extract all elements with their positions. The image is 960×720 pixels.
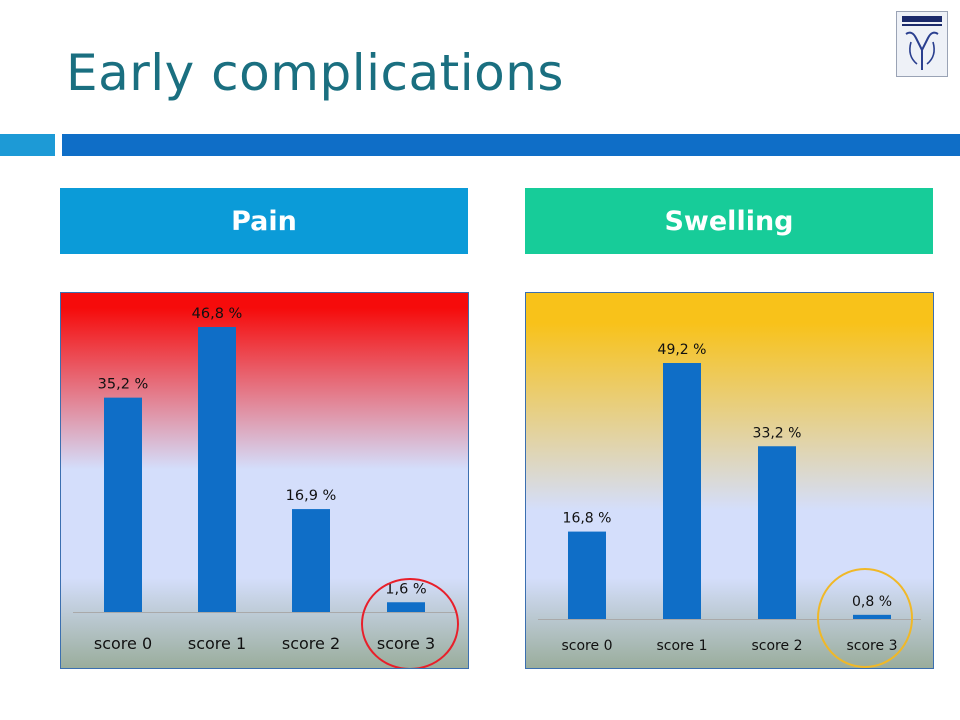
swelling-bar-2 — [758, 446, 796, 619]
pain-highlight-circle — [361, 578, 459, 668]
pain-data-label-2: 16,9 % — [286, 488, 337, 504]
pain-bar-1 — [198, 327, 236, 612]
pain-header: Pain — [60, 188, 468, 254]
pain-bar-3 — [387, 602, 425, 612]
pain-data-label-3: 1,6 % — [385, 581, 426, 597]
university-logo — [896, 11, 948, 77]
swelling-header-label: Swelling — [664, 205, 794, 237]
swelling-data-label-2: 33,2 % — [753, 425, 802, 441]
title-rule-accent — [0, 134, 55, 156]
slide-title: Early complications — [66, 44, 564, 102]
pain-bar-0 — [104, 397, 142, 612]
swelling-tick-label-2: score 2 — [752, 638, 803, 654]
pain-chart: 35,2 % score 0 46,8 % score 1 16,9 % score 2 1… — [60, 292, 469, 669]
pain-header-label: Pain — [231, 205, 297, 237]
swelling-tick-label-0: score 0 — [562, 638, 613, 654]
pain-tick-label-0: score 0 — [94, 634, 152, 653]
pain-data-label-0: 35,2 % — [98, 377, 149, 393]
swelling-header: Swelling — [525, 188, 933, 254]
pain-data-label-1: 46,8 % — [192, 306, 243, 322]
swelling-bar-3 — [853, 614, 891, 619]
logo-emblem-icon — [902, 16, 942, 70]
swelling-data-label-3: 0,8 % — [852, 594, 892, 610]
swelling-chart: 16,8 % score 0 49,2 % score 1 33,2 % score 2 0… — [525, 292, 934, 669]
pain-tick-label-3: score 3 — [377, 634, 435, 653]
swelling-highlight-circle — [817, 568, 913, 668]
swelling-data-label-0: 16,8 % — [563, 511, 612, 527]
swelling-chart-svg: 16,8 % score 0 49,2 % score 1 33,2 % score 2 0… — [526, 293, 933, 668]
swelling-tick-label-1: score 1 — [657, 638, 708, 654]
swelling-data-label-1: 49,2 % — [658, 342, 707, 358]
title-rule — [62, 134, 960, 156]
pain-tick-label-2: score 2 — [282, 634, 340, 653]
swelling-bar-1 — [663, 363, 701, 619]
swelling-tick-label-3: score 3 — [847, 638, 898, 654]
pain-bar-2 — [292, 509, 330, 612]
swelling-bar-0 — [568, 531, 606, 619]
pain-chart-svg: 35,2 % score 0 46,8 % score 1 16,9 % score 2 1… — [61, 293, 468, 668]
pain-tick-label-1: score 1 — [188, 634, 246, 653]
